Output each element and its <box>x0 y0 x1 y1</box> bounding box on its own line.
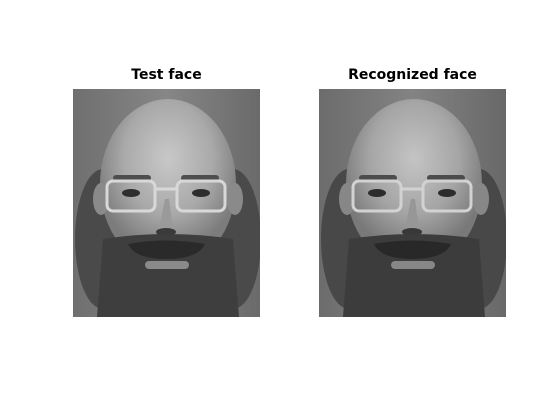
recognized-face-title: Recognized face <box>348 67 477 83</box>
test-face-title: Test face <box>131 67 202 83</box>
face-photo-graphic <box>319 89 506 317</box>
recognized-face-image <box>319 89 506 317</box>
test-face-image <box>73 89 260 317</box>
face-photo-graphic <box>73 89 260 317</box>
